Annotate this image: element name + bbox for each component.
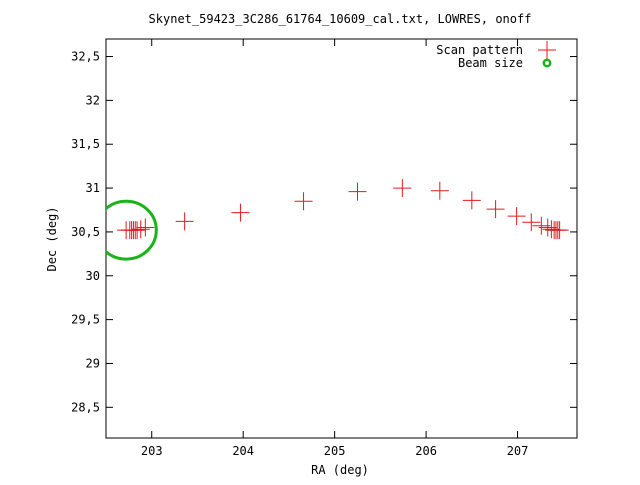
x-tick-label: 203: [141, 444, 163, 458]
legend-swatch-beam: [542, 58, 552, 68]
scan-series: [117, 179, 569, 240]
legend-label-beam-size: Beam size: [458, 56, 523, 70]
x-axis-label: RA (deg): [311, 463, 369, 477]
scan-point: [231, 203, 250, 222]
scan-point: [131, 220, 150, 239]
y-tick-label: 29,5: [71, 313, 100, 327]
x-axis: 203 204 205 206 207: [141, 39, 529, 458]
y-tick-label: 30,5: [71, 225, 100, 239]
scan-point: [550, 221, 569, 240]
scan-point: [522, 213, 541, 232]
chart-title: Skynet_59423_3C286_61764_10609_cal.txt, …: [149, 12, 532, 26]
x-tick-label: 205: [324, 444, 346, 458]
y-tick-label: 31: [86, 181, 100, 195]
scan-point: [507, 207, 526, 226]
scan-point: [486, 200, 505, 219]
y-tick-label: 32: [86, 93, 100, 107]
scan-point: [462, 191, 481, 210]
x-tick-label: 207: [507, 444, 529, 458]
x-tick-label: 206: [415, 444, 437, 458]
legend-label-scan-pattern: Scan pattern: [436, 43, 523, 57]
scan-point: [430, 181, 449, 200]
y-tick-label: 31,5: [71, 137, 100, 151]
legend: Scan pattern Beam size: [436, 41, 556, 70]
scan-point: [393, 179, 412, 198]
scan-point: [348, 182, 367, 201]
scan-point: [294, 192, 313, 211]
y-tick-label: 30: [86, 269, 100, 283]
beam-circle: [106, 199, 158, 261]
y-axis: 28,5 29 29,5 30 30,5 31 31,5 32 32,5: [71, 50, 577, 414]
plot-frame: [105, 38, 578, 439]
y-tick-label: 32,5: [71, 50, 100, 64]
scan-point: [136, 218, 155, 237]
x-tick-label: 204: [232, 444, 254, 458]
y-tick-label: 29: [86, 356, 100, 370]
y-tick-label: 28,5: [71, 400, 100, 414]
scan-point: [175, 212, 194, 231]
beam-series: [106, 199, 158, 261]
scan-point: [128, 221, 147, 240]
y-axis-label: Dec (deg): [45, 206, 59, 271]
